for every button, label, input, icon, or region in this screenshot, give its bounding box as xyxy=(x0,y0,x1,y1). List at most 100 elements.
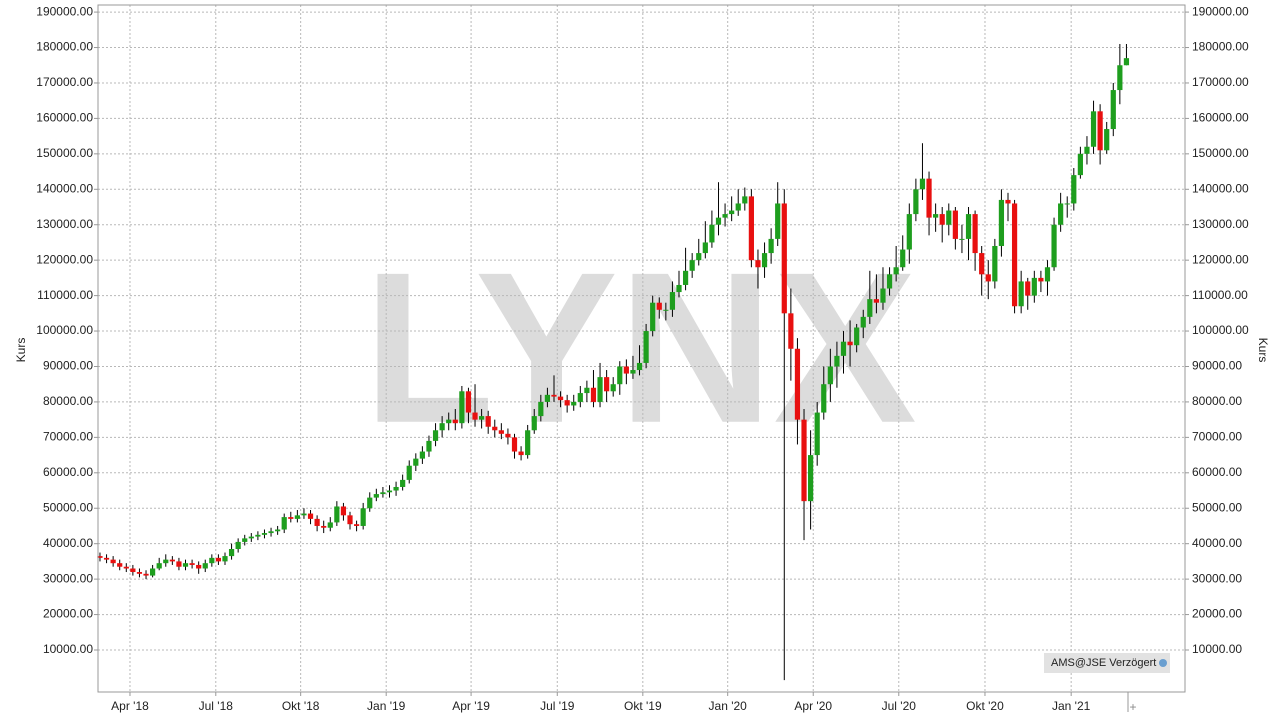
y-tick-label: 10000.00 xyxy=(43,642,93,656)
y2-tick-label: 20000.00 xyxy=(1192,607,1242,621)
candle-body xyxy=(788,313,794,349)
candle-body xyxy=(525,430,531,456)
y-tick-label: 50000.00 xyxy=(43,500,93,514)
candle-body xyxy=(235,541,241,550)
candle-body xyxy=(590,387,597,402)
candle-body xyxy=(446,419,452,424)
candle-body xyxy=(551,394,557,397)
candle-body xyxy=(781,203,787,314)
candle-body xyxy=(729,210,735,215)
candle-body xyxy=(103,557,110,560)
candle-body xyxy=(1058,203,1064,225)
candle-body xyxy=(294,515,300,519)
candle-body xyxy=(419,451,425,459)
candle-body xyxy=(472,412,478,420)
x-tick-label: Jul '18 xyxy=(199,699,234,713)
y2-tick-label: 90000.00 xyxy=(1192,359,1242,373)
candle-body xyxy=(150,568,156,576)
y-tick-label: 140000.00 xyxy=(36,181,93,195)
candle-body xyxy=(340,506,347,516)
y2-tick-label: 130000.00 xyxy=(1192,217,1249,231)
x-tick-label: Apr '18 xyxy=(111,699,149,713)
candle-body xyxy=(334,506,340,523)
candle-body xyxy=(209,557,215,564)
candle-body xyxy=(1123,58,1130,66)
candle-body xyxy=(854,327,860,346)
source-icon xyxy=(1159,659,1167,667)
y-tick-label: 130000.00 xyxy=(36,217,93,231)
candle-body xyxy=(215,557,222,562)
y-tick-label: 20000.00 xyxy=(43,607,93,621)
candle-body xyxy=(748,196,754,261)
candle-body xyxy=(327,522,333,528)
candle-body xyxy=(919,178,926,190)
source-box xyxy=(1044,653,1170,673)
candle-body xyxy=(228,549,235,557)
candle-body xyxy=(775,203,781,239)
y-tick-label: 60000.00 xyxy=(43,465,93,479)
candle-body xyxy=(742,196,748,204)
candle-body xyxy=(268,531,274,534)
candle-body xyxy=(222,556,228,562)
candle-body xyxy=(367,497,373,509)
candle-body xyxy=(656,302,662,310)
candle-body xyxy=(531,416,537,431)
candle-body xyxy=(163,559,169,564)
y2-tick-label: 80000.00 xyxy=(1192,394,1242,408)
candle-body xyxy=(761,253,768,268)
candle-body xyxy=(380,492,386,495)
candle-body xyxy=(794,348,801,420)
candle-body xyxy=(439,423,445,431)
candle-body xyxy=(676,284,682,293)
candle-body xyxy=(1011,203,1018,307)
candle-body xyxy=(242,538,248,542)
y-tick-label: 90000.00 xyxy=(43,359,93,373)
candle-body xyxy=(808,455,814,502)
candle-body xyxy=(663,309,669,311)
y2-axis-title: Kurs xyxy=(1256,338,1270,363)
x-tick-label: Apr '20 xyxy=(794,699,832,713)
y2-tick-label: 10000.00 xyxy=(1192,642,1242,656)
y2-tick-label: 30000.00 xyxy=(1192,571,1242,585)
x-tick-label: Jan '20 xyxy=(709,699,748,713)
candle-body xyxy=(432,430,439,441)
candle-body xyxy=(248,536,254,539)
y-tick-label: 80000.00 xyxy=(43,394,93,408)
candle-body xyxy=(900,249,906,268)
candle-body xyxy=(722,214,728,218)
plot-layer: 10000.00 10000.00 20000.00 20000.00 30000.00… xyxy=(36,4,1249,713)
candle-body xyxy=(386,490,393,493)
candle-body xyxy=(623,366,629,374)
candle-body xyxy=(169,559,175,562)
candle-body xyxy=(255,534,261,537)
candle-body xyxy=(906,214,912,250)
candle-body xyxy=(643,331,649,363)
candle-body xyxy=(650,302,656,332)
candle-body xyxy=(492,426,498,431)
axis-plus: + xyxy=(1129,700,1136,714)
candle-body xyxy=(946,210,952,225)
candle-body xyxy=(261,533,268,535)
candle-body xyxy=(709,224,715,243)
candle-body xyxy=(1005,199,1011,204)
candle-body xyxy=(715,217,722,225)
candle-body xyxy=(597,377,603,402)
candle-body xyxy=(979,253,985,275)
y-tick-label: 120000.00 xyxy=(36,252,93,266)
candle-body xyxy=(801,419,807,502)
y-tick-label: 110000.00 xyxy=(37,288,93,302)
candle-body xyxy=(485,416,491,427)
y2-tick-label: 100000.00 xyxy=(1192,323,1249,337)
candle-body xyxy=(196,564,202,569)
candle-body xyxy=(972,214,978,254)
candle-body xyxy=(564,400,570,406)
x-tick-label: Jan '19 xyxy=(367,699,406,713)
candle-body xyxy=(1025,281,1031,296)
candle-body xyxy=(610,384,616,392)
y-tick-label: 180000.00 xyxy=(36,40,93,54)
candle-body xyxy=(821,384,827,413)
candle-body xyxy=(1084,146,1090,154)
candle-body xyxy=(985,274,991,282)
y2-tick-label: 190000.00 xyxy=(1192,4,1249,18)
